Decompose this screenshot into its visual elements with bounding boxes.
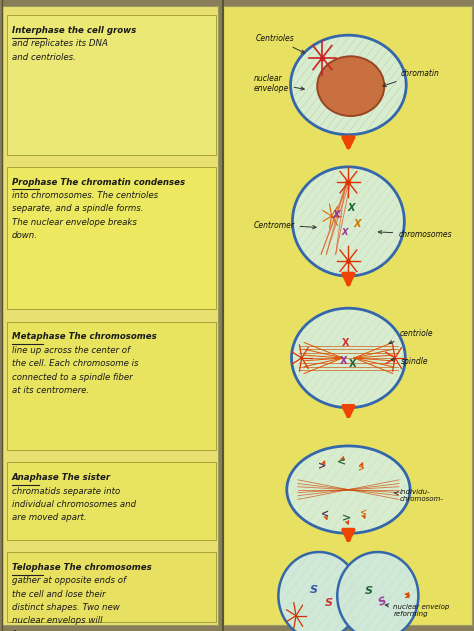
Text: are moved apart.: are moved apart.	[12, 513, 86, 522]
Ellipse shape	[291, 35, 406, 134]
Text: S: S	[309, 584, 319, 596]
Text: >: >	[341, 514, 351, 524]
FancyBboxPatch shape	[2, 6, 218, 625]
Text: X: X	[353, 220, 361, 230]
Text: line up across the center of: line up across the center of	[12, 346, 130, 355]
Text: at its centromere.: at its centromere.	[12, 386, 89, 395]
Text: Telophase The chromosomes: Telophase The chromosomes	[12, 563, 152, 572]
Text: X: X	[342, 338, 350, 348]
Text: chromatids separate into: chromatids separate into	[12, 487, 120, 495]
Text: spindle: spindle	[391, 357, 428, 366]
Text: X: X	[340, 356, 347, 366]
Text: form.: form.	[12, 630, 35, 631]
Text: X: X	[341, 228, 348, 237]
Text: nuclear envelop
reforming: nuclear envelop reforming	[385, 604, 450, 617]
Ellipse shape	[317, 56, 384, 116]
Text: nuclear envelops will: nuclear envelops will	[12, 616, 102, 625]
Text: Anaphase The sister: Anaphase The sister	[12, 473, 111, 482]
Text: <: <	[337, 457, 346, 468]
Text: separate, and a spindle forms.: separate, and a spindle forms.	[12, 204, 143, 213]
Text: chromatin: chromatin	[383, 69, 439, 86]
Text: X: X	[333, 210, 340, 220]
Text: Interphase the cell grows: Interphase the cell grows	[12, 26, 136, 35]
Text: distinct shapes. Two new: distinct shapes. Two new	[12, 603, 119, 612]
Ellipse shape	[292, 167, 404, 276]
Text: Metaphase The chromosomes: Metaphase The chromosomes	[12, 333, 156, 341]
Text: centriole: centriole	[389, 329, 433, 344]
FancyBboxPatch shape	[7, 463, 216, 540]
Ellipse shape	[337, 552, 419, 631]
Text: >: >	[357, 464, 364, 473]
Ellipse shape	[278, 552, 359, 631]
Text: and centrioles.: and centrioles.	[12, 53, 76, 62]
FancyBboxPatch shape	[223, 6, 472, 625]
Text: X: X	[347, 203, 355, 213]
Text: down.: down.	[12, 231, 38, 240]
Text: individu-
chromosom-: individu- chromosom-	[394, 488, 444, 502]
Text: X: X	[348, 359, 356, 369]
Text: <: <	[359, 508, 366, 517]
Text: connected to a spindle fiber: connected to a spindle fiber	[12, 372, 132, 382]
Text: S: S	[377, 596, 388, 608]
Ellipse shape	[287, 446, 410, 533]
Text: >: >	[318, 461, 327, 471]
Text: Centromer: Centromer	[254, 220, 316, 230]
FancyBboxPatch shape	[7, 167, 216, 309]
Text: nuclear
envelope: nuclear envelope	[254, 74, 304, 93]
Text: S: S	[324, 598, 332, 608]
FancyBboxPatch shape	[7, 15, 216, 155]
Text: The nuclear envelope breaks: The nuclear envelope breaks	[12, 218, 137, 227]
FancyBboxPatch shape	[7, 552, 216, 622]
Text: Prophase The chromatin condenses: Prophase The chromatin condenses	[12, 178, 185, 187]
Text: S: S	[363, 585, 374, 597]
Ellipse shape	[292, 308, 405, 408]
Text: and replicates its DNA: and replicates its DNA	[12, 40, 108, 49]
Text: the cell and lose their: the cell and lose their	[12, 590, 105, 599]
Text: <: <	[320, 509, 329, 519]
FancyBboxPatch shape	[7, 322, 216, 450]
Text: individual chromosomes and: individual chromosomes and	[12, 500, 136, 509]
Text: chromosomes: chromosomes	[378, 230, 452, 239]
Text: gather at opposite ends of: gather at opposite ends of	[12, 576, 126, 586]
Text: into chromosomes. The centrioles: into chromosomes. The centrioles	[12, 191, 158, 200]
Text: Centrioles: Centrioles	[256, 34, 305, 53]
Text: the cell. Each chromosome is: the cell. Each chromosome is	[12, 359, 138, 368]
